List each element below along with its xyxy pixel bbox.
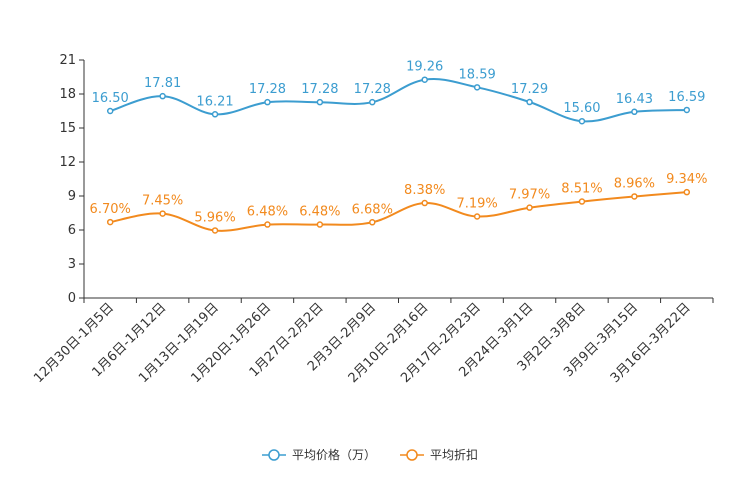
data-point[interactable] bbox=[473, 213, 481, 220]
data-label: 16.59 bbox=[668, 90, 705, 105]
data-point[interactable] bbox=[106, 218, 114, 226]
series-layer: 16.50 17.81 16.21 17.28 17.28 17.28 19.26 18.59… bbox=[90, 60, 707, 234]
data-label: 6.48% bbox=[299, 205, 340, 220]
data-point[interactable] bbox=[369, 219, 376, 226]
data-point[interactable] bbox=[369, 98, 376, 106]
data-label: 18.59 bbox=[459, 67, 496, 82]
data-point[interactable] bbox=[683, 188, 691, 196]
data-point[interactable] bbox=[159, 92, 166, 100]
y-tick-label: 18 bbox=[59, 87, 76, 102]
data-label: 17.29 bbox=[511, 82, 548, 97]
data-point[interactable] bbox=[211, 111, 219, 118]
data-label: 9.34% bbox=[666, 172, 707, 187]
series-line bbox=[109, 78, 687, 123]
data-label: 5.96% bbox=[194, 210, 235, 225]
data-point[interactable] bbox=[631, 108, 638, 116]
data-label: 17.28 bbox=[249, 82, 286, 97]
legend-marker bbox=[406, 449, 418, 461]
data-label: 15.60 bbox=[563, 101, 600, 116]
data-point[interactable] bbox=[106, 107, 114, 115]
series-1: 16.50 17.81 16.21 17.28 17.28 17.28 19.26 18.59… bbox=[92, 60, 705, 125]
data-label: 8.96% bbox=[614, 176, 655, 191]
data-point[interactable] bbox=[683, 106, 691, 114]
data-label: 17.28 bbox=[354, 82, 391, 97]
legend-label: 平均价格（万） bbox=[292, 447, 376, 462]
data-point[interactable] bbox=[159, 210, 166, 217]
data-point[interactable] bbox=[316, 98, 324, 106]
data-point[interactable] bbox=[264, 221, 271, 228]
y-tick-label: 21 bbox=[59, 53, 76, 68]
data-label: 7.97% bbox=[509, 188, 550, 203]
data-point[interactable] bbox=[421, 199, 428, 207]
data-label: 17.28 bbox=[301, 82, 338, 97]
data-point[interactable] bbox=[264, 98, 271, 106]
legend-label: 平均折扣 bbox=[430, 447, 478, 462]
data-label: 6.70% bbox=[90, 202, 131, 217]
y-tick-label: 6 bbox=[68, 223, 76, 238]
data-point[interactable] bbox=[631, 193, 638, 200]
y-tick-label: 3 bbox=[68, 257, 76, 272]
data-label: 7.19% bbox=[456, 197, 497, 212]
data-point[interactable] bbox=[211, 227, 219, 234]
y-tick-label: 12 bbox=[59, 155, 76, 170]
data-point[interactable] bbox=[578, 198, 586, 205]
data-label: 7.45% bbox=[142, 194, 183, 209]
data-point[interactable] bbox=[526, 98, 533, 106]
y-tick-label: 0 bbox=[68, 291, 76, 306]
legend-item-2[interactable]: 平均折扣 bbox=[400, 447, 478, 462]
legend-marker bbox=[268, 449, 280, 461]
y-tick-label: 9 bbox=[68, 189, 76, 204]
data-label: 8.38% bbox=[404, 183, 445, 198]
series-2: 6.70% 7.45% 5.96% 6.48% 6.48% 6.68% 8.38% 7.19%… bbox=[90, 172, 707, 234]
data-label: 16.43 bbox=[616, 92, 653, 107]
data-label: 8.51% bbox=[561, 182, 602, 197]
data-point[interactable] bbox=[316, 221, 324, 228]
legend-item-1[interactable]: 平均价格（万） bbox=[262, 447, 376, 462]
data-point[interactable] bbox=[473, 84, 481, 91]
data-label: 16.50 bbox=[92, 91, 129, 106]
data-label: 16.21 bbox=[196, 94, 233, 109]
series-line bbox=[110, 191, 687, 232]
data-point[interactable] bbox=[526, 204, 533, 211]
y-tick-label: 15 bbox=[59, 121, 76, 136]
data-label: 6.68% bbox=[352, 202, 393, 217]
data-label: 17.81 bbox=[144, 76, 181, 91]
legend[interactable]: 平均价格（万） 平均折扣 bbox=[262, 447, 478, 462]
data-point[interactable] bbox=[421, 76, 428, 83]
data-label: 19.26 bbox=[406, 60, 443, 75]
data-label: 6.48% bbox=[247, 205, 288, 220]
data-point[interactable] bbox=[578, 117, 586, 125]
